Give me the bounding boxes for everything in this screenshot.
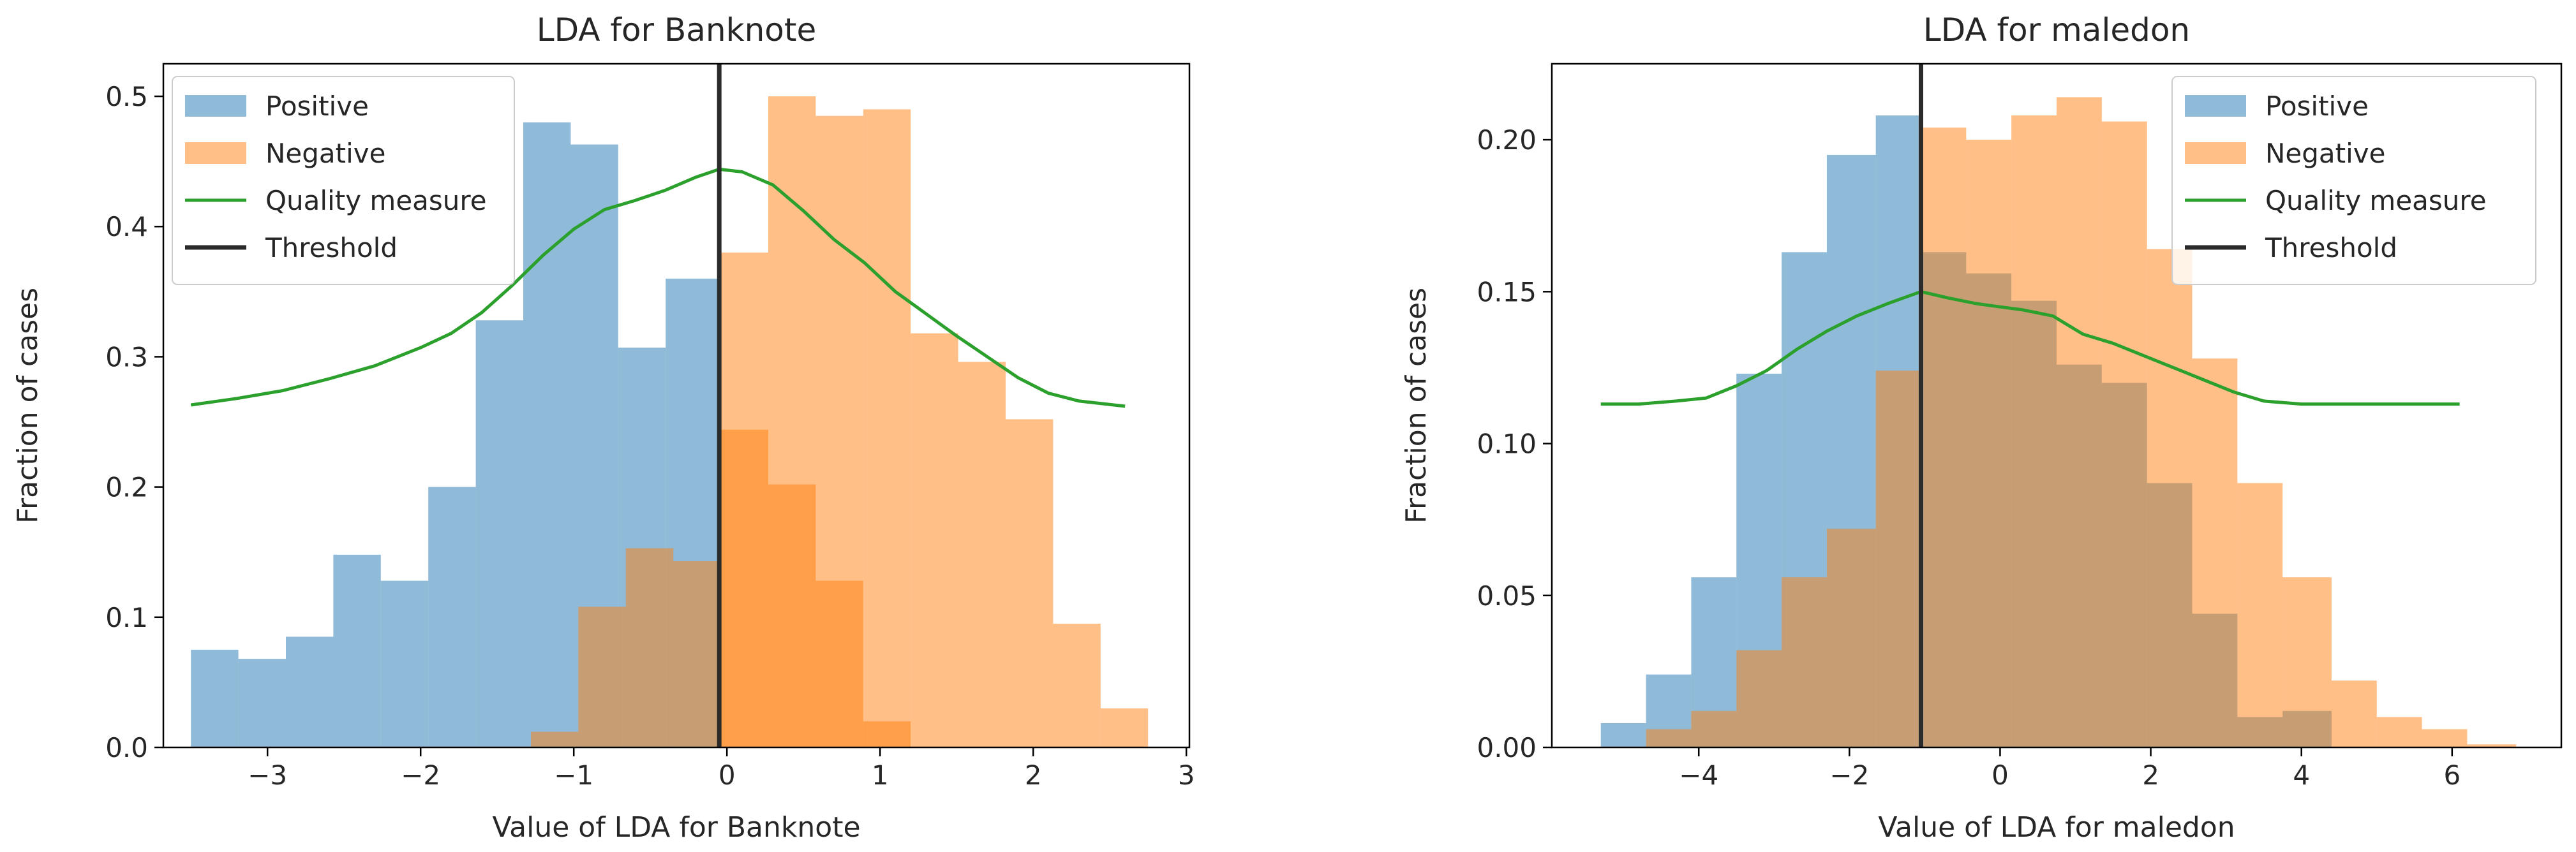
negative-bar: [2101, 121, 2147, 748]
negative-bar: [2282, 577, 2332, 747]
negative-bar: [625, 548, 674, 747]
negative-bar: [1691, 710, 1737, 747]
positive-bar: [523, 122, 571, 747]
chart-title: LDA for Banknote: [537, 11, 816, 48]
y-tick-label: 0.2: [105, 472, 148, 503]
x-tick-label: −2: [1829, 760, 1869, 791]
negative-bar: [2192, 358, 2238, 747]
legend-swatch: [2185, 142, 2246, 164]
negative-bar: [578, 606, 626, 747]
negative-bar: [768, 96, 816, 748]
negative-bar: [1646, 729, 1692, 747]
negative-bar: [2467, 744, 2517, 747]
y-axis-label: Fraction of cases: [11, 288, 44, 524]
legend-label: Positive: [265, 91, 369, 122]
negative-bar: [673, 561, 720, 747]
quality-measure-line: [1600, 290, 2460, 406]
legend-swatch: [2185, 95, 2246, 117]
negative-bar: [531, 731, 579, 747]
negative-bar: [2422, 729, 2468, 747]
legend-label: Threshold: [265, 232, 398, 263]
legend-box: [172, 76, 515, 285]
positive-bar: [238, 659, 286, 747]
negative-bar: [2331, 680, 2377, 747]
negative-bar: [1966, 140, 2012, 748]
chart-title: LDA for maledon: [1923, 11, 2190, 48]
negative-bar: [1006, 419, 1053, 747]
positive-bar: [191, 649, 239, 747]
negative-bar: [1053, 624, 1101, 747]
negative-bar: [911, 333, 958, 747]
x-tick-label: 1: [872, 760, 889, 791]
x-tick-label: 0: [1992, 760, 2009, 791]
negative-bar: [1826, 528, 1876, 747]
negative-bar: [958, 362, 1006, 747]
x-tick-label: 4: [2293, 760, 2310, 791]
legend-label: Negative: [2265, 138, 2386, 169]
plot-frame: [1551, 62, 2563, 749]
y-tick-label: 0.15: [1477, 276, 1537, 307]
x-tick-label: −1: [554, 760, 593, 791]
positive-bar: [428, 487, 476, 747]
negative-bar: [2011, 115, 2057, 748]
x-tick-label: −4: [1679, 760, 1718, 791]
y-tick-label: 0.20: [1477, 124, 1537, 156]
legend-box: [2171, 76, 2536, 285]
y-axis-label: Fraction of cases: [1400, 288, 1433, 524]
legend-label: Quality measure: [2265, 185, 2487, 216]
y-tick-label: 0.05: [1477, 580, 1537, 612]
x-tick-label: 2: [1025, 760, 1042, 791]
negative-bar: [2237, 483, 2283, 747]
legend-swatch: [185, 142, 246, 164]
legend-label: Positive: [2265, 91, 2369, 122]
positive-bar: [1600, 723, 1646, 747]
legend-swatch: [185, 95, 246, 117]
legend: Positive Negative Quality measure Threshold: [172, 76, 515, 285]
y-tick-label: 0.1: [105, 602, 148, 633]
positive-bar: [380, 580, 429, 747]
negative-bar: [2147, 249, 2193, 747]
x-tick-label: −3: [248, 760, 287, 791]
negative-bar: [1921, 128, 1967, 747]
x-tick-label: 6: [2443, 760, 2461, 791]
x-tick-label: 3: [1178, 760, 1195, 791]
y-tick-label: 0.00: [1477, 732, 1537, 763]
x-axis-label: Value of LDA for Banknote: [492, 811, 860, 844]
plot-frame: [162, 62, 1191, 749]
negative-bar: [1100, 708, 1149, 747]
legend-label: Quality measure: [265, 185, 487, 216]
y-tick-label: 0.5: [105, 81, 148, 112]
positive-bar: [475, 320, 523, 747]
y-tick-label: 0.3: [105, 341, 148, 372]
negative-bar: [1875, 371, 1921, 747]
y-tick-label: 0.0: [105, 732, 148, 763]
negative-bar: [2376, 717, 2422, 747]
legend: Positive Negative Quality measure Threshold: [2171, 76, 2536, 285]
legend-label: Threshold: [2265, 232, 2397, 263]
legend-label: Negative: [265, 138, 386, 169]
x-axis-label: Value of LDA for maledon: [1878, 811, 2235, 844]
negative-bar: [1782, 577, 1827, 747]
chart-lda-banknote: −3 −2 −1 0 1 2 3 0.0 0.1 0.2 0.3 0.4 0.5 LDA for Bank…: [11, 11, 1195, 844]
chart-lda-maledon: −4 −2 0 2 4 6 0.00 0.05 0.10 0.15 0.20 LDA for male…: [1400, 11, 2563, 844]
quality-measure-line: [190, 167, 1126, 408]
x-tick-label: 2: [2142, 760, 2159, 791]
y-tick-label: 0.10: [1477, 429, 1537, 460]
negative-bar: [1736, 650, 1782, 747]
x-tick-label: 0: [718, 760, 736, 791]
positive-bar: [286, 636, 334, 747]
y-tick-label: 0.4: [105, 211, 148, 242]
negative-bar: [863, 109, 911, 747]
negative-bar: [719, 253, 768, 748]
x-tick-label: −2: [401, 760, 440, 791]
negative-bar: [2057, 97, 2102, 748]
positive-bar: [333, 554, 381, 747]
negative-bar: [815, 115, 863, 747]
